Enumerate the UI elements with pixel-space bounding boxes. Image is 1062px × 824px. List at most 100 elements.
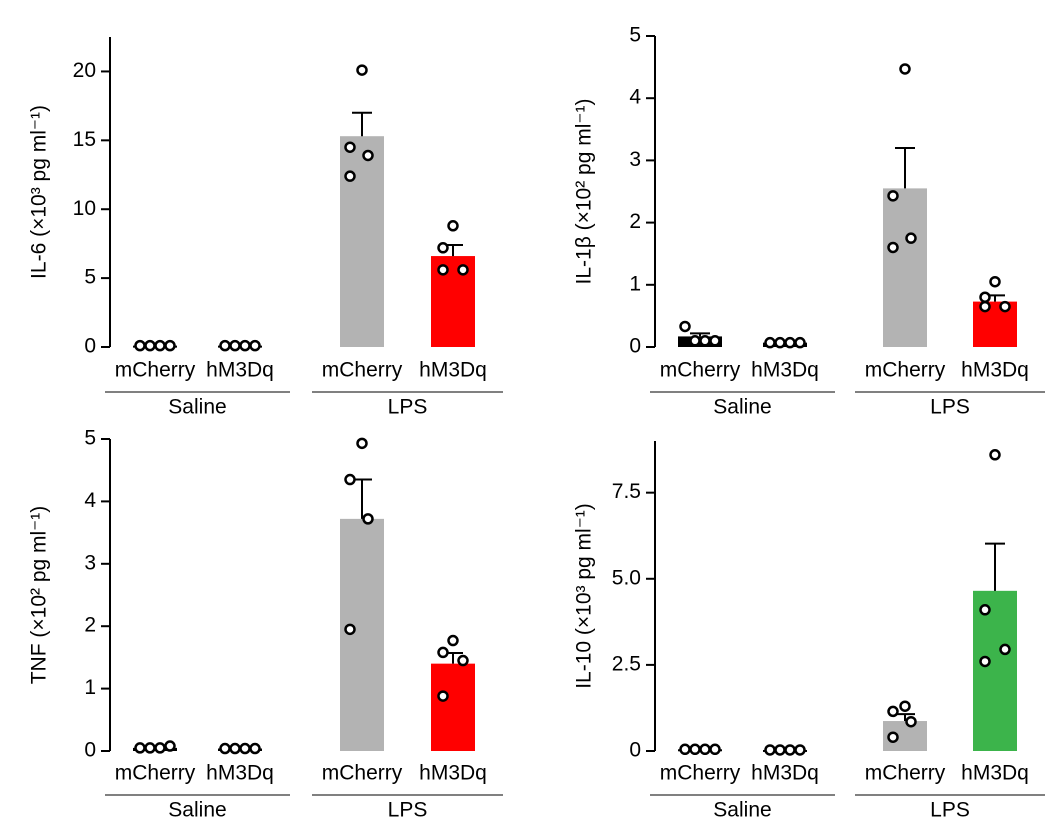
error-bar	[895, 713, 915, 722]
error-bar	[895, 146, 915, 189]
y-tick-label: 0	[629, 739, 641, 762]
data-point	[764, 744, 776, 756]
error-bar	[985, 542, 1005, 591]
data-point	[709, 335, 721, 347]
y-axis-label: TNF (×10² pg ml⁻¹)	[28, 506, 51, 685]
y-tick-label: 7.5	[612, 480, 641, 503]
data-point	[979, 655, 991, 668]
data-point	[344, 141, 356, 153]
data-point	[887, 705, 899, 718]
y-tick-label: 20	[73, 59, 96, 82]
x-tick-label: hM3Dq	[961, 359, 1029, 382]
data-point	[144, 339, 156, 352]
error-bar	[352, 478, 372, 519]
data-point	[774, 744, 786, 756]
data-point	[999, 643, 1011, 656]
data-point	[457, 654, 469, 667]
data-point	[899, 63, 911, 75]
data-point	[344, 623, 356, 636]
data-point	[239, 742, 251, 755]
x-tick-label: mCherry	[865, 359, 946, 382]
y-tick-label: 3	[629, 148, 641, 171]
data-point	[905, 232, 917, 244]
data-point	[764, 336, 776, 349]
x-tick-label: mCherry	[660, 762, 741, 785]
bar	[340, 518, 384, 751]
data-point	[362, 149, 374, 162]
data-point	[134, 742, 146, 754]
bar	[973, 590, 1017, 751]
data-point	[794, 336, 806, 349]
y-tick-label: 5	[84, 266, 96, 289]
data-point	[154, 742, 166, 754]
data-point	[899, 700, 911, 712]
x-tick-label: mCherry	[115, 762, 196, 785]
data-point	[689, 743, 701, 756]
x-tick-label: hM3Dq	[419, 762, 487, 785]
data-point	[887, 731, 899, 743]
x-tick-label: mCherry	[322, 359, 403, 382]
data-point	[362, 513, 374, 525]
y-tick-label: 2	[629, 210, 641, 233]
data-point	[239, 339, 251, 352]
data-point	[887, 241, 899, 254]
data-point	[679, 743, 691, 756]
data-point	[437, 242, 449, 254]
group-label: Saline	[713, 396, 771, 419]
x-tick-label: mCherry	[865, 762, 946, 785]
x-tick-label: hM3Dq	[206, 359, 274, 382]
y-tick-label: 2	[84, 614, 96, 637]
data-point	[774, 336, 786, 349]
y-tick-label: 4	[629, 86, 641, 109]
data-point	[164, 740, 176, 752]
data-point	[249, 742, 261, 755]
group-label: LPS	[930, 799, 970, 822]
x-tick-label: hM3Dq	[419, 359, 487, 382]
y-axis-label: IL-10 (×10³ pg ml⁻¹)	[573, 503, 596, 689]
data-point	[709, 743, 721, 756]
y-axis-label: IL-1β (×10² pg ml⁻¹)	[573, 99, 596, 285]
data-point	[989, 449, 1001, 461]
data-point	[989, 275, 1001, 288]
y-tick-label: 15	[73, 128, 96, 151]
data-point	[356, 64, 368, 76]
x-tick-label: hM3Dq	[206, 762, 274, 785]
data-point	[344, 473, 356, 486]
x-tick-label: hM3Dq	[961, 762, 1029, 785]
bar	[883, 188, 927, 347]
group-label: LPS	[388, 396, 428, 419]
data-point	[144, 742, 156, 754]
group-label: Saline	[168, 799, 226, 822]
data-point	[154, 339, 166, 352]
data-point	[979, 300, 991, 313]
data-point	[905, 715, 917, 728]
data-point	[437, 264, 449, 276]
data-point	[229, 339, 241, 352]
data-point	[134, 339, 146, 352]
data-point	[344, 170, 356, 182]
y-tick-label: 10	[73, 197, 96, 220]
data-point	[689, 335, 701, 347]
data-point	[219, 339, 231, 352]
error-bar	[352, 111, 372, 137]
data-point	[437, 646, 449, 659]
data-point	[164, 339, 176, 352]
bar	[340, 136, 384, 347]
data-point	[979, 291, 991, 303]
y-tick-label: 2.5	[612, 652, 641, 675]
bar	[431, 663, 475, 751]
data-point	[219, 742, 231, 755]
y-tick-label: 5	[629, 24, 641, 47]
y-tick-label: 5	[84, 427, 96, 450]
data-point	[784, 744, 796, 756]
data-point	[887, 190, 899, 202]
data-point	[999, 300, 1011, 313]
x-tick-label: mCherry	[322, 762, 403, 785]
x-tick-label: hM3Dq	[751, 359, 819, 382]
data-point	[979, 604, 991, 616]
y-tick-label: 4	[84, 489, 96, 512]
data-point	[794, 744, 806, 756]
data-point	[699, 335, 711, 347]
